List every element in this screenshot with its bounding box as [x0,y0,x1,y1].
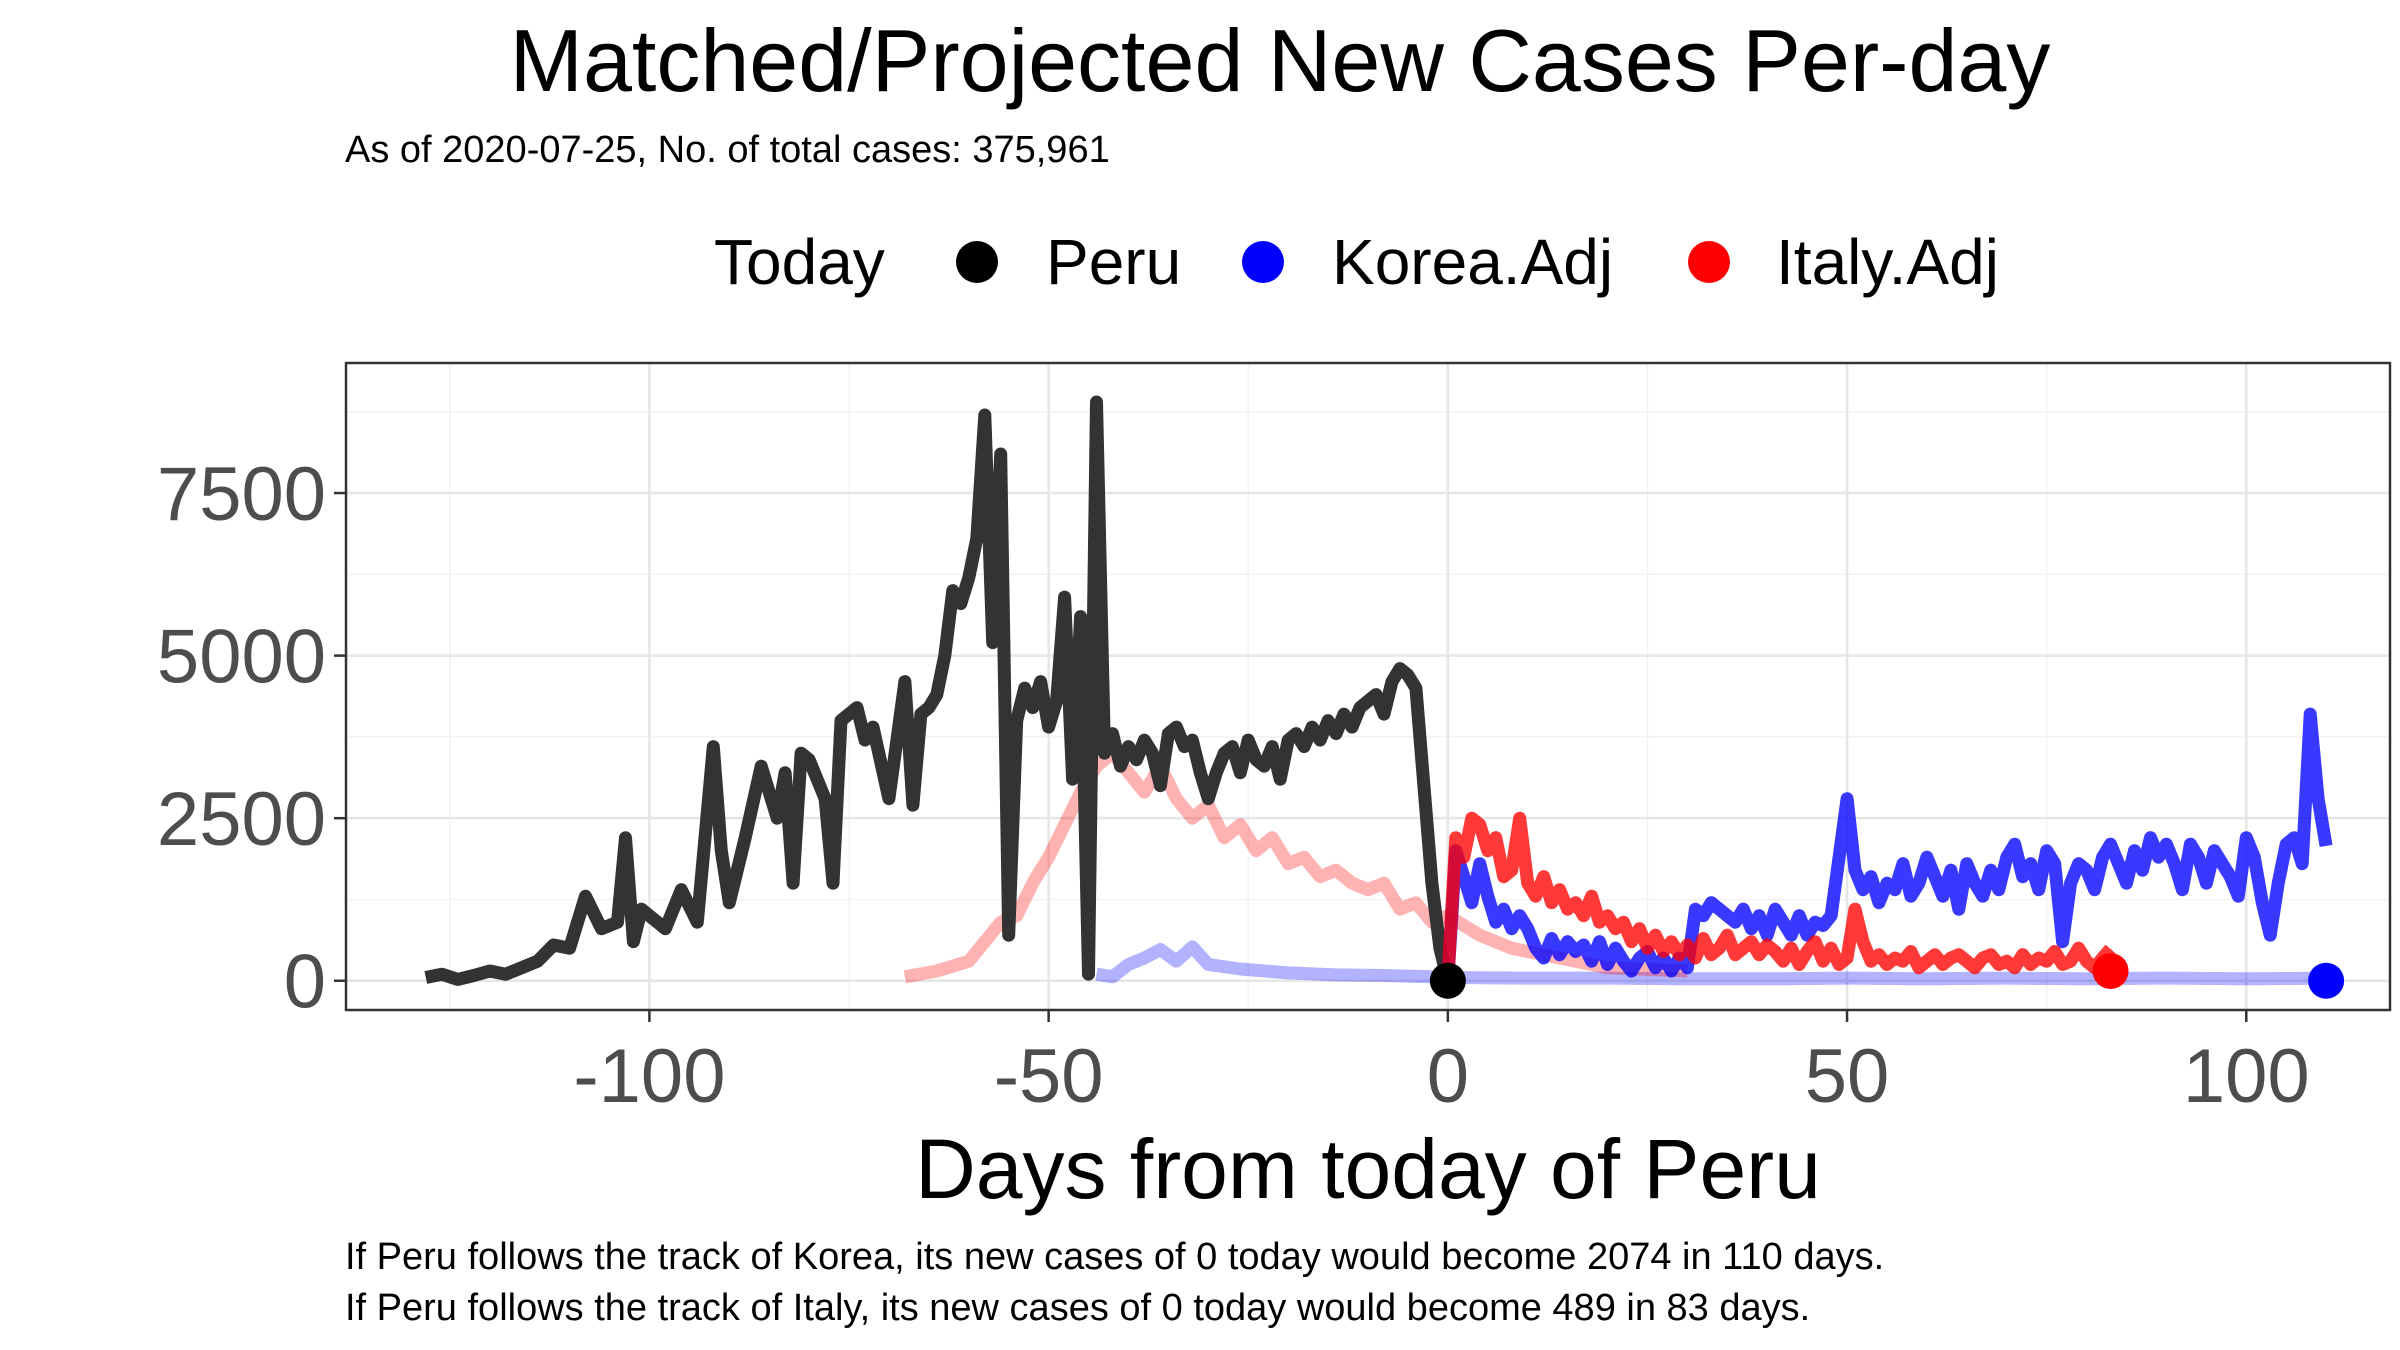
chart-title: Matched/Projected New Cases Per-day [509,11,2051,110]
chart-subtitle: As of 2020-07-25, No. of total cases: 37… [345,129,1110,171]
legend-title: Today [714,226,885,298]
x-tick-label: -100 [573,1034,725,1119]
x-tick-label: 100 [2183,1034,2310,1119]
legend-label-korea-adj: Korea.Adj [1332,226,1614,298]
y-tick-label: 5000 [157,615,326,700]
x-tick-label: -50 [994,1034,1104,1119]
today-point-peru [1429,962,1466,999]
today-point-korea-adj [2308,962,2345,999]
series-line-peru-2 [424,395,1455,986]
caption-korea: If Peru follows the track of Korea, its … [345,1236,1885,1278]
legend-key-peru [956,241,998,283]
plot-border [344,361,2392,1012]
y-tick-label: 0 [284,940,326,1025]
legend-label-peru: Peru [1046,226,1182,298]
x-axis-title: Days from today of Peru [915,1122,1821,1216]
series-line-italy-adj-4 [1441,811,2116,982]
legend-key-italy-adj [1688,241,1730,283]
x-tick-label: 50 [1805,1034,1890,1119]
series-line-korea-adj-3 [1441,707,2333,982]
legend-key-korea-adj [1242,241,1284,283]
today-point-italy-adj [2092,952,2129,989]
legend-label-italy-adj: Italy.Adj [1776,226,1999,298]
x-tick-label: 0 [1427,1034,1469,1119]
y-tick-label: 2500 [157,777,326,862]
legend: Today Peru Korea.Adj Italy.Adj [0,222,2400,302]
y-tick-label: 7500 [157,452,326,537]
caption-italy: If Peru follows the track of Italy, its … [345,1287,1811,1329]
